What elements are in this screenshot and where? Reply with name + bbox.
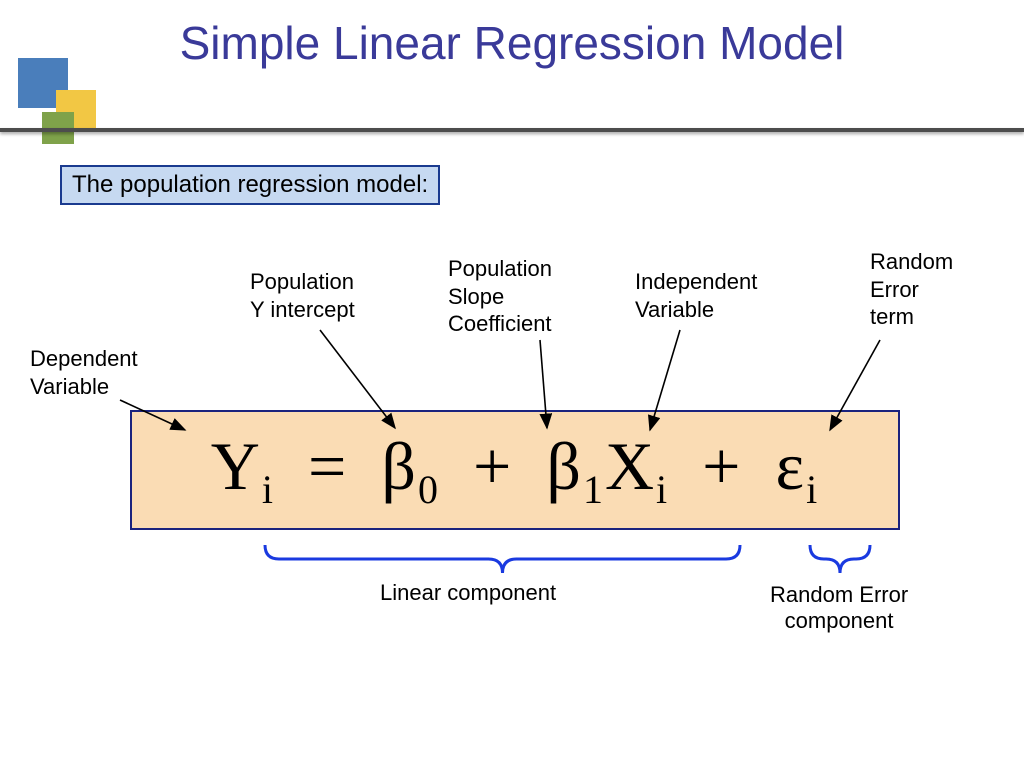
label-random-error-term: RandomErrorterm (870, 248, 953, 331)
term-beta1: β (546, 428, 583, 504)
sub-0: 0 (418, 467, 440, 512)
label-independent-variable: IndependentVariable (635, 268, 757, 323)
sub-i-3: i (806, 467, 819, 512)
term-beta0: β (381, 428, 418, 504)
label-dependent-variable: DependentVariable (30, 345, 138, 400)
equation: Yi = β0 + β1Xi + εi (211, 427, 819, 513)
term-Y: Y (211, 428, 262, 504)
label-population-slope: PopulationSlopeCoefficient (448, 255, 552, 338)
label-linear-component: Linear component (380, 580, 556, 606)
sub-1: 1 (583, 467, 605, 512)
op-plus-1: + (459, 428, 527, 504)
slide-title: Simple Linear Regression Model (0, 18, 1024, 69)
op-plus-2: + (688, 428, 756, 504)
label-random-error-component: Random Errorcomponent (770, 582, 908, 634)
term-X: X (605, 428, 656, 504)
annotation-overlay (0, 0, 1024, 768)
label-population-yintercept: PopulationY intercept (250, 268, 355, 323)
sub-i-2: i (656, 467, 669, 512)
slide: Simple Linear Regression Model The popul… (0, 0, 1024, 768)
sub-i: i (262, 467, 275, 512)
op-equals: = (294, 428, 362, 504)
horizontal-rule (0, 128, 1024, 132)
subtitle-box: The population regression model: (60, 165, 440, 205)
term-epsilon: ε (776, 428, 807, 504)
equation-box: Yi = β0 + β1Xi + εi (130, 410, 900, 530)
